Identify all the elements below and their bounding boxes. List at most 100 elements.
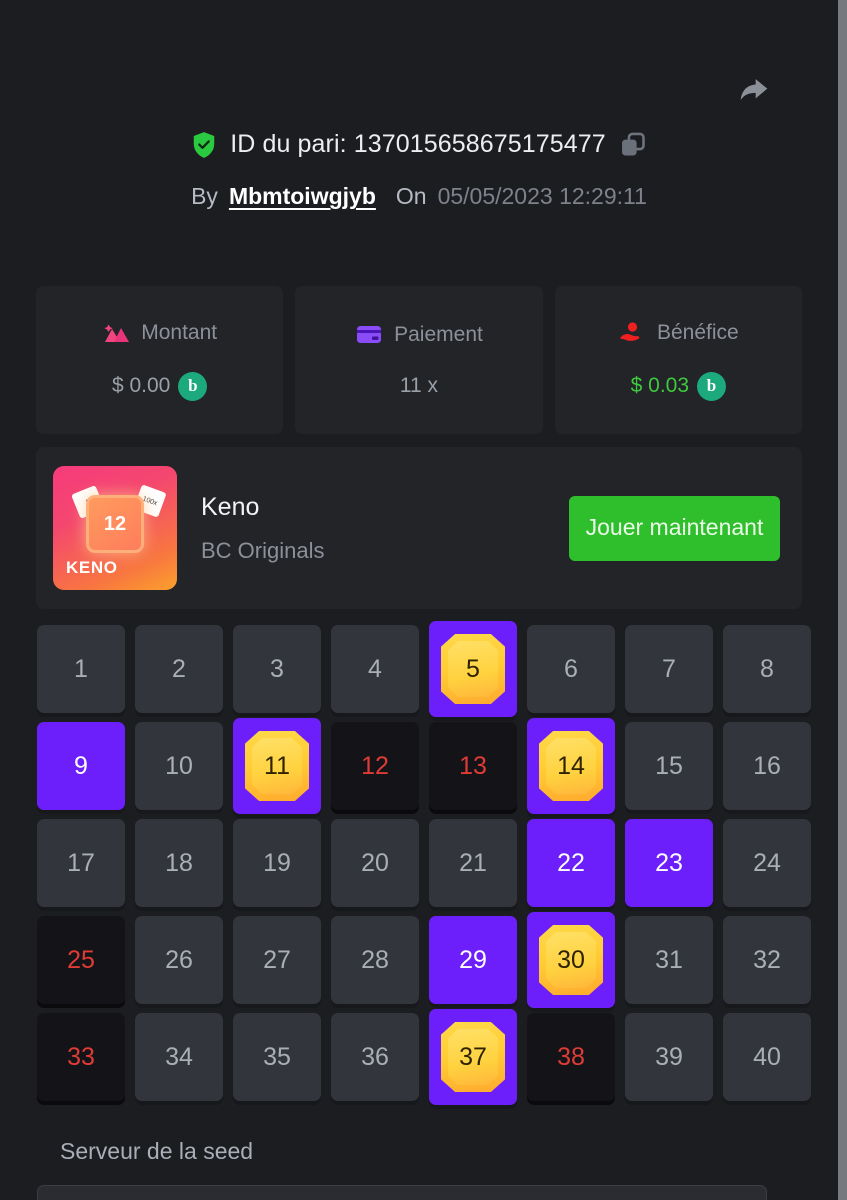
stat-card-paiement: Paiement 11 x bbox=[295, 286, 543, 434]
keno-cell-11[interactable]: 11 bbox=[233, 718, 321, 814]
keno-cell-number: 1 bbox=[74, 654, 88, 683]
thumb-keno-label: KENO bbox=[66, 558, 118, 577]
keno-cell-30[interactable]: 30 bbox=[527, 912, 615, 1008]
stat-card-benefice: Bénéfice $ 0.03 b bbox=[554, 286, 802, 434]
keno-cell-26[interactable]: 26 bbox=[135, 916, 223, 1004]
keno-cell-18[interactable]: 18 bbox=[135, 819, 223, 907]
keno-cell-12[interactable]: 12 bbox=[331, 722, 419, 810]
keno-cell-10[interactable]: 10 bbox=[135, 722, 223, 810]
keno-cell-number: 36 bbox=[361, 1042, 389, 1071]
keno-cell-25[interactable]: 25 bbox=[37, 916, 125, 1004]
keno-cell-38[interactable]: 38 bbox=[527, 1013, 615, 1101]
keno-cell-number: 22 bbox=[557, 848, 585, 877]
coin-badge: b bbox=[178, 371, 208, 401]
keno-cell-34[interactable]: 34 bbox=[135, 1013, 223, 1101]
keno-cell-number: 34 bbox=[165, 1042, 193, 1071]
keno-cell-17[interactable]: 17 bbox=[37, 819, 125, 907]
keno-cell-number: 4 bbox=[368, 654, 382, 683]
thumb-gem-number: 12 bbox=[86, 495, 144, 554]
keno-cell-28[interactable]: 28 bbox=[331, 916, 419, 1004]
stat-header: Paiement bbox=[355, 322, 483, 348]
keno-cell-31[interactable]: 31 bbox=[625, 916, 713, 1004]
keno-cell-number: 2 bbox=[172, 654, 186, 683]
stat-value-row: $ 0.00 b bbox=[111, 371, 208, 401]
keno-cell-number: 3 bbox=[270, 654, 284, 683]
stat-amount: 11 x bbox=[399, 374, 439, 397]
keno-cell-14[interactable]: 14 bbox=[527, 718, 615, 814]
keno-cell-16[interactable]: 16 bbox=[723, 722, 811, 810]
gem-icon: 11 bbox=[245, 731, 309, 801]
hand-coin-icon bbox=[618, 320, 646, 346]
keno-cell-22[interactable]: 22 bbox=[527, 819, 615, 907]
keno-cell-6[interactable]: 6 bbox=[527, 625, 615, 713]
keno-cell-number: 11 bbox=[264, 751, 290, 780]
stat-title: Paiement bbox=[394, 323, 483, 346]
stat-card-montant: Montant $ 0.00 b bbox=[36, 286, 284, 434]
keno-cell-13[interactable]: 13 bbox=[429, 722, 517, 810]
stat-title: Bénéfice bbox=[656, 320, 739, 344]
game-name: Keno bbox=[201, 492, 260, 521]
share-button[interactable] bbox=[732, 68, 776, 112]
stat-value-row: $ 0.03 b bbox=[631, 371, 727, 401]
keno-cell-27[interactable]: 27 bbox=[233, 916, 321, 1004]
keno-cell-number: 21 bbox=[459, 848, 487, 877]
keno-cell-32[interactable]: 32 bbox=[723, 916, 811, 1004]
keno-cell-24[interactable]: 24 bbox=[723, 819, 811, 907]
on-label: On bbox=[395, 183, 427, 209]
keno-cell-7[interactable]: 7 bbox=[625, 625, 713, 713]
shield-check-icon bbox=[191, 131, 217, 159]
keno-cell-4[interactable]: 4 bbox=[331, 625, 419, 713]
game-provider: BC Originals bbox=[201, 537, 325, 563]
by-label: By bbox=[191, 183, 218, 209]
server-seed-input[interactable] bbox=[37, 1185, 767, 1200]
keno-cell-36[interactable]: 36 bbox=[331, 1013, 419, 1101]
keno-cell-15[interactable]: 15 bbox=[625, 722, 713, 810]
keno-cell-number: 29 bbox=[459, 945, 487, 974]
gem-icon: 37 bbox=[441, 1022, 505, 1092]
keno-cell-number: 14 bbox=[557, 751, 585, 780]
keno-cell-5[interactable]: 5 bbox=[429, 621, 517, 717]
keno-cell-number: 25 bbox=[67, 945, 95, 974]
keno-grid: 1 2 3 4 5 6 7 8 9 10 11 12 13 14 15 16 17 18 19 20 21 22 23 24 2… bbox=[37, 621, 811, 1105]
keno-cell-9[interactable]: 9 bbox=[37, 722, 125, 810]
keno-cell-2[interactable]: 2 bbox=[135, 625, 223, 713]
keno-cell-20[interactable]: 20 bbox=[331, 819, 419, 907]
keno-cell-21[interactable]: 21 bbox=[429, 819, 517, 907]
bet-author-row: By Mbmtoiwgjyb On 05/05/2023 12:29:11 bbox=[0, 183, 838, 210]
keno-cell-29[interactable]: 29 bbox=[429, 916, 517, 1004]
share-arrow-icon bbox=[734, 70, 774, 110]
keno-cell-number: 10 bbox=[165, 751, 193, 780]
keno-cell-number: 23 bbox=[655, 848, 683, 877]
keno-cell-8[interactable]: 8 bbox=[723, 625, 811, 713]
keno-cell-number: 20 bbox=[361, 848, 389, 877]
keno-cell-40[interactable]: 40 bbox=[723, 1013, 811, 1101]
page-scrollbar[interactable] bbox=[838, 0, 847, 1200]
play-now-button[interactable]: Jouer maintenant bbox=[569, 495, 780, 561]
coin-badge: b bbox=[697, 371, 727, 401]
keno-cell-number: 33 bbox=[67, 1042, 95, 1071]
stat-amount: $ 0.00 bbox=[111, 374, 171, 397]
game-meta: Keno BC Originals bbox=[201, 493, 569, 564]
keno-cell-number: 7 bbox=[662, 654, 676, 683]
keno-cell-33[interactable]: 33 bbox=[37, 1013, 125, 1101]
keno-cell-number: 13 bbox=[459, 751, 487, 780]
keno-cell-37[interactable]: 37 bbox=[429, 1009, 517, 1105]
gem-icon: 5 bbox=[441, 634, 505, 704]
stat-header: Bénéfice bbox=[618, 320, 739, 346]
author-link[interactable]: Mbmtoiwgjyb bbox=[228, 183, 376, 209]
keno-cell-number: 19 bbox=[263, 848, 291, 877]
bet-id-text: ID du pari: 137015658675175477 bbox=[230, 130, 606, 158]
keno-cell-19[interactable]: 19 bbox=[233, 819, 321, 907]
copy-icon[interactable] bbox=[619, 131, 647, 159]
keno-cell-3[interactable]: 3 bbox=[233, 625, 321, 713]
keno-cell-23[interactable]: 23 bbox=[625, 819, 713, 907]
gem-icon: 14 bbox=[539, 731, 603, 801]
keno-cell-35[interactable]: 35 bbox=[233, 1013, 321, 1101]
keno-cell-1[interactable]: 1 bbox=[37, 625, 125, 713]
keno-cell-39[interactable]: 39 bbox=[625, 1013, 713, 1101]
game-thumbnail[interactable]: ? 100x 12 KENO bbox=[53, 466, 177, 590]
keno-cell-number: 37 bbox=[459, 1042, 487, 1071]
keno-cell-number: 12 bbox=[361, 751, 389, 780]
keno-cell-number: 5 bbox=[466, 654, 480, 683]
